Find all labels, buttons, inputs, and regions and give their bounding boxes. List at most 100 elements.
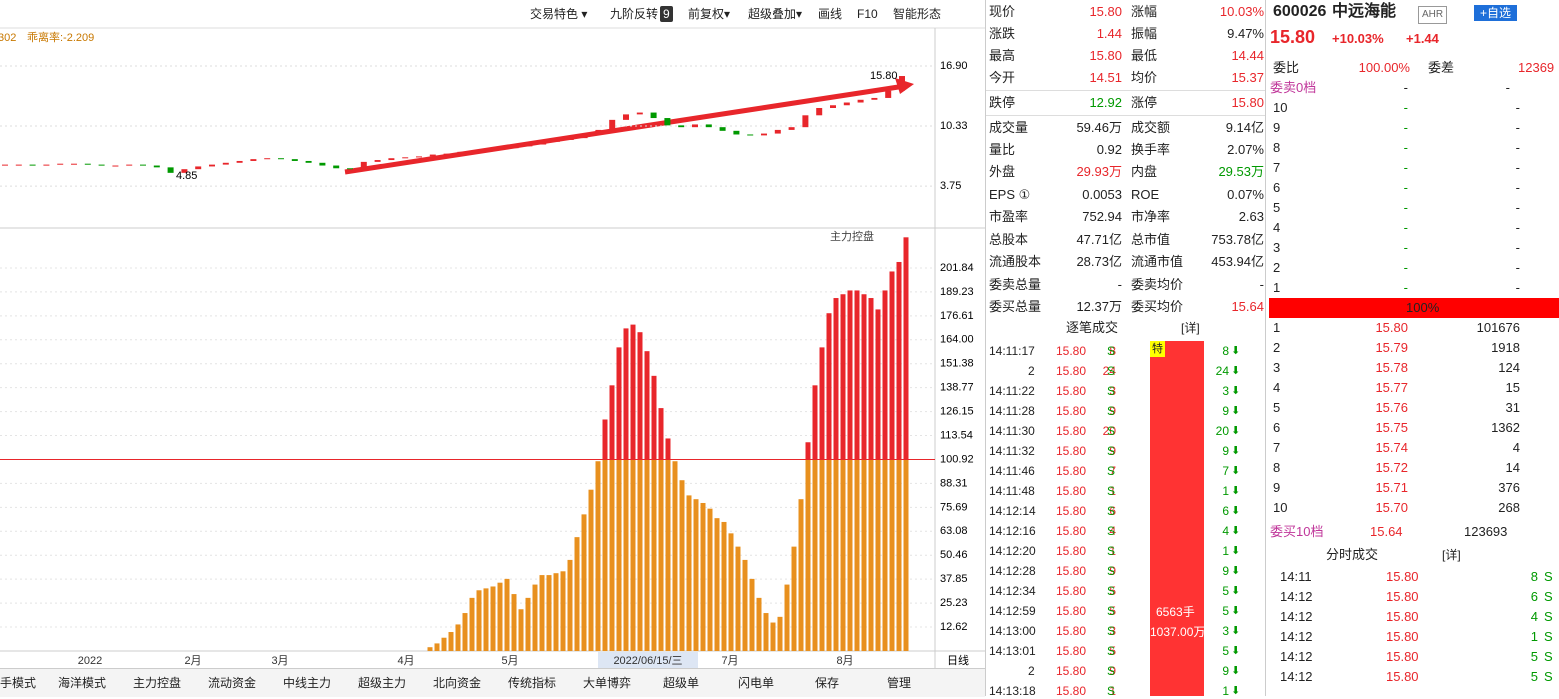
- trade-price: 15.80: [1056, 344, 1087, 358]
- trade-time: 14:12:34: [989, 584, 1036, 598]
- quote-value: 0.0053: [1082, 187, 1122, 202]
- buy-level: 2: [1273, 340, 1281, 355]
- tab[interactable]: 保存: [815, 676, 840, 690]
- trade-price: 15.80: [1056, 684, 1087, 698]
- tab[interactable]: 管理: [887, 676, 912, 690]
- candle: [236, 160, 243, 163]
- bar: [812, 459, 818, 651]
- trade-flag: S: [1107, 564, 1116, 578]
- quote-label: 涨幅: [1131, 4, 1158, 19]
- candle: [774, 129, 781, 134]
- toolbar-button[interactable]: F10: [857, 7, 878, 21]
- tab[interactable]: 大单博弈: [583, 676, 632, 690]
- tab[interactable]: 中线主力: [283, 676, 332, 690]
- tab[interactable]: 手模式: [0, 676, 37, 690]
- quote-value: 29.93万: [1076, 164, 1122, 179]
- tab[interactable]: 传统指标: [508, 676, 557, 690]
- quote-label: ROE: [1131, 187, 1160, 202]
- bar: [868, 459, 874, 651]
- trade-flag: S: [1107, 424, 1116, 438]
- bar: [791, 546, 797, 651]
- add-button[interactable]: +自选: [1474, 5, 1518, 21]
- bar-high: [623, 328, 629, 460]
- quote-label: EPS ①: [989, 187, 1031, 202]
- candle: [250, 159, 257, 161]
- trade-price: 15.80: [1056, 384, 1087, 398]
- toolbar-button[interactable]: 九阶反转: [610, 7, 659, 21]
- bar: [889, 459, 895, 651]
- big-order-amt: 1037.00万: [1150, 625, 1206, 639]
- quote-value: 47.71亿: [1076, 232, 1122, 247]
- toolbar-button[interactable]: 画线: [818, 7, 843, 21]
- divider: [986, 90, 1266, 91]
- quote-label: 市净率: [1131, 209, 1171, 224]
- sell-vol: -: [1515, 120, 1520, 135]
- candle: [402, 157, 409, 159]
- y-tick-label: 63.08: [940, 525, 968, 537]
- tab[interactable]: 北向资金: [433, 676, 482, 690]
- minute-vol: 6: [1530, 589, 1538, 604]
- quote-value: 15.37: [1231, 70, 1264, 85]
- tab[interactable]: 海洋模式: [58, 676, 107, 690]
- bar: [672, 461, 678, 651]
- bar-high: [854, 290, 860, 460]
- y-tick-label: 138.77: [940, 382, 974, 394]
- toolbar-button[interactable]: 9: [660, 6, 673, 22]
- buy-vol: 4: [1512, 440, 1520, 455]
- bar: [504, 578, 510, 651]
- bar: [574, 537, 580, 651]
- tab[interactable]: 闪电单: [738, 676, 775, 690]
- annotation: 302: [0, 32, 16, 44]
- trade-vol: 1: [1109, 684, 1116, 698]
- bar: [861, 459, 867, 651]
- toolbar-button[interactable]: 超级叠加▾: [748, 7, 803, 21]
- trade-price: 15.80: [1056, 364, 1087, 378]
- toolbar-button[interactable]: 交易特色 ▾: [530, 7, 588, 21]
- sell-level: 3: [1273, 240, 1281, 255]
- candle: [664, 118, 671, 126]
- bar-high: [833, 298, 839, 460]
- quote-label: 现价: [989, 4, 1016, 19]
- y-tick-label: 100.92: [940, 453, 974, 465]
- y-tick-label: 176.61: [940, 310, 974, 322]
- bar: [490, 586, 496, 651]
- buy-avg: 15.64: [1370, 524, 1403, 539]
- down-arrow: ⬇: [1231, 685, 1241, 697]
- candle: [512, 146, 519, 149]
- candle: [581, 134, 588, 139]
- y-tick-label: 50.46: [940, 549, 968, 561]
- toolbar-button[interactable]: 前复权▾: [688, 7, 731, 21]
- bar: [532, 584, 538, 651]
- trade-vol: 9: [1222, 664, 1229, 678]
- candle: [29, 164, 36, 166]
- trade-flag: S: [1107, 584, 1116, 598]
- quote-label: 流通股本: [989, 254, 1042, 269]
- tab[interactable]: 超级单: [663, 676, 700, 690]
- candle: [43, 164, 50, 166]
- trade-flag: S: [1107, 644, 1116, 658]
- quote-label: 委卖总量: [989, 277, 1042, 292]
- trade-price: 15.80: [1056, 644, 1087, 658]
- buy-vol: 14: [1505, 460, 1520, 475]
- y-tick-label: 75.69: [940, 501, 968, 513]
- bar: [581, 514, 587, 651]
- x-tick-label: 2022: [78, 655, 102, 667]
- bar-high: [889, 271, 895, 460]
- tab[interactable]: 超级主力: [358, 676, 407, 690]
- bar-high: [805, 442, 811, 460]
- tab[interactable]: 主力控盘: [133, 676, 182, 690]
- candle: [498, 148, 505, 150]
- candle: [857, 99, 864, 103]
- order-book-panel: 600026 中远海能 AHR +自选 15.80 +10.03% +1.44 委比 100.0…: [1265, 0, 1559, 696]
- x-tick-label: 4月: [397, 655, 414, 667]
- candle: [719, 127, 726, 131]
- tab[interactable]: 流动资金: [208, 676, 257, 690]
- candle: [360, 161, 367, 170]
- trade-time: 14:11:22: [989, 384, 1035, 398]
- toolbar-button[interactable]: 智能形态: [893, 7, 942, 21]
- quote-value: 14.44: [1231, 48, 1264, 63]
- quote-value: 0.07%: [1227, 187, 1264, 202]
- trade-vol: 3: [1222, 624, 1229, 638]
- bar: [840, 459, 846, 651]
- buy-level: 3: [1273, 360, 1281, 375]
